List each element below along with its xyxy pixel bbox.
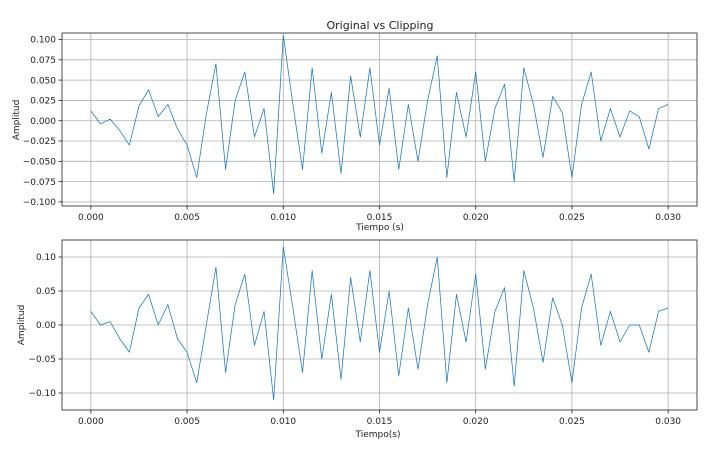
top-chart-panel: Original vs Clipping Tiempo (s) Amplitud…: [12, 19, 698, 233]
x-tick-label: 0.030: [655, 417, 681, 427]
signal-line: [90, 246, 669, 401]
x-axis-label: Tiempo(s): [355, 430, 401, 440]
bottom-chart-panel: Tiempo(s) Amplitud 0.000 0.005 0.010 0.015 0…: [17, 239, 698, 440]
x-tick-label: 0.020: [463, 213, 489, 223]
chart-title: Original vs Clipping: [326, 19, 433, 32]
y-tick-label: −0.050: [23, 158, 57, 168]
y-tick-label: 0.100: [30, 36, 56, 46]
x-tick-label: 0.020: [463, 417, 489, 427]
x-tick-label: 0.010: [270, 417, 296, 427]
y-tick-label: 0.10: [36, 253, 56, 263]
x-tick-label: 0.000: [78, 417, 104, 427]
x-tick-label: 0.005: [174, 213, 200, 223]
y-tick-label: −0.025: [23, 137, 56, 147]
y-tick-label: 0.000: [30, 117, 56, 127]
x-tick-label: 0.015: [367, 417, 393, 427]
x-tick-label: 0.025: [559, 417, 585, 427]
x-tick-label: 0.025: [559, 213, 585, 223]
y-tick-label: 0.05: [36, 287, 56, 297]
y-axis-label: Amplitud: [12, 100, 22, 141]
y-tick-label: 0.025: [30, 97, 56, 107]
y-tick-label: −0.05: [28, 355, 56, 365]
x-tick-label: 0.000: [78, 213, 104, 223]
y-tick-label: 0.050: [30, 76, 56, 86]
x-tick-label: 0.030: [655, 213, 681, 223]
y-tick-label: 0.00: [36, 321, 56, 331]
x-tick-label: 0.010: [270, 213, 296, 223]
y-tick-label: −0.10: [28, 389, 56, 399]
y-tick-label: −0.075: [23, 178, 56, 188]
y-tick-label: −0.100: [23, 198, 57, 208]
x-axis-label: Tiempo (s): [355, 223, 404, 233]
x-tick-label: 0.005: [174, 417, 200, 427]
y-tick-label: 0.075: [30, 56, 56, 66]
y-axis-label: Amplitud: [17, 305, 27, 346]
x-tick-label: 0.015: [367, 213, 393, 223]
signal-line: [90, 35, 669, 195]
